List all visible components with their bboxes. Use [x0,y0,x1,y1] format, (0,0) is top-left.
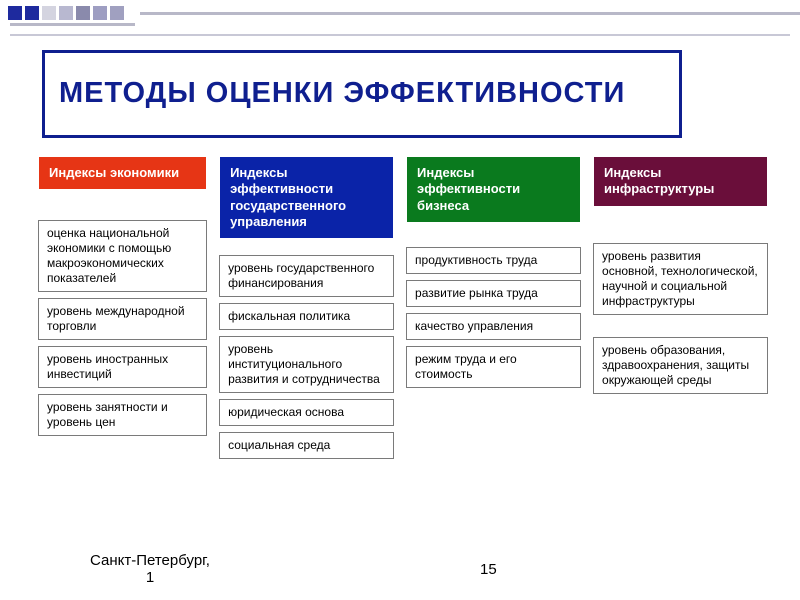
category-item: оценка национальной экономики с помощью … [38,220,207,292]
category-item: социальная среда [219,432,394,459]
deco-square [8,6,22,20]
category-item: уровень иностранных инвестиций [38,346,207,388]
decoration-bar [10,34,790,36]
title-box: МЕТОДЫ ОЦЕНКИ ЭФФЕКТИВНОСТИ [42,50,682,138]
column-header: Индексы эффективности бизнеса [406,156,581,223]
column-header: Индексы экономики [38,156,207,190]
footer-city-line2: 1 [146,569,154,586]
decoration-squares [8,6,124,20]
decoration-bar [140,12,800,15]
category-item: уровень развития основной, технологическ… [593,243,768,315]
columns-container: Индексы экономики оценка национальной эк… [38,156,768,459]
slide-title: МЕТОДЫ ОЦЕНКИ ЭФФЕКТИВНОСТИ [59,77,625,110]
footer-city-text: Санкт-Петербург, [90,552,210,569]
deco-square [59,6,73,20]
category-item: уровень международной торговли [38,298,207,340]
decoration-bar [10,23,135,26]
category-item: юридическая основа [219,399,394,426]
category-item: качество управления [406,313,581,340]
category-item: уровень институционального развития и со… [219,336,394,393]
footer-location: Санкт-Петербург, 1 [90,553,210,586]
column-government: Индексы эффективности государственного у… [219,156,394,459]
category-item: уровень государственного финансирования [219,255,394,297]
category-item: режим труда и его стоимость [406,346,581,388]
deco-square [76,6,90,20]
deco-square [42,6,56,20]
column-business: Индексы эффективности бизнеса продуктивн… [406,156,581,388]
deco-square [25,6,39,20]
category-item: развитие рынка труда [406,280,581,307]
column-economy: Индексы экономики оценка национальной эк… [38,156,207,436]
category-item: фискальная политика [219,303,394,330]
column-infrastructure: Индексы инфраструктуры уровень развития … [593,156,768,394]
column-header: Индексы эффективности государственного у… [219,156,394,239]
slide-number: 15 [480,561,497,578]
category-item: уровень образования, здравоохранения, за… [593,337,768,394]
column-header: Индексы инфраструктуры [593,156,768,207]
deco-square [93,6,107,20]
category-item: уровень занятности и уровень цен [38,394,207,436]
category-item: продуктивность труда [406,247,581,274]
deco-square [110,6,124,20]
